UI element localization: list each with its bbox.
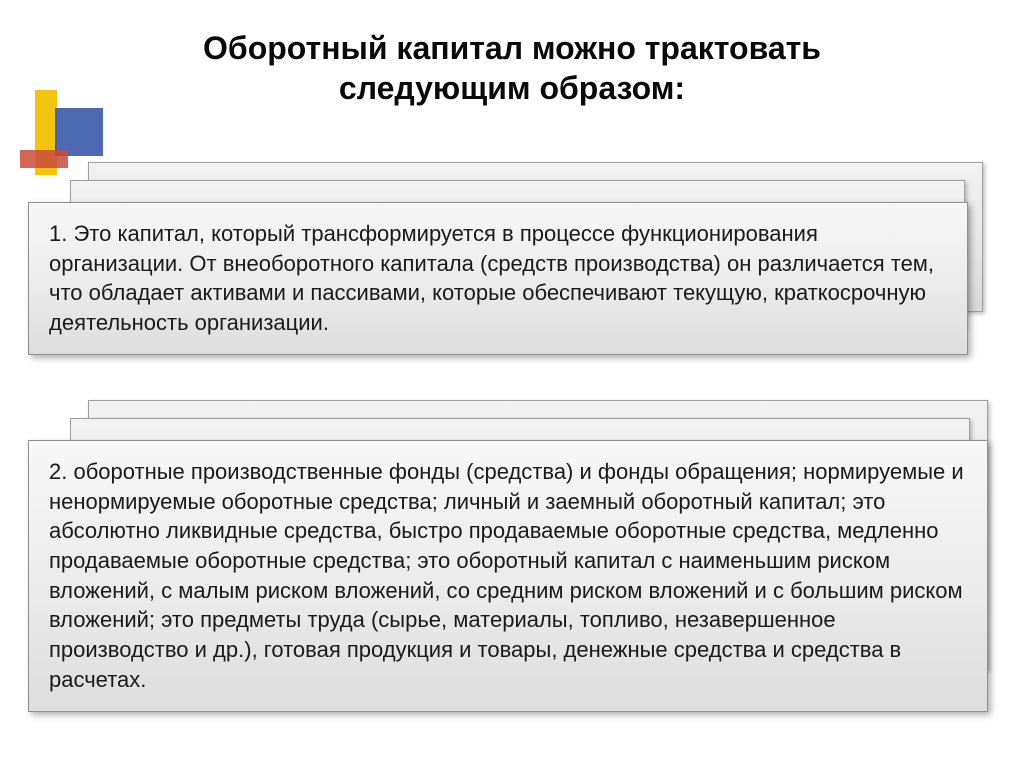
stack-front-panel: 2. оборотные производственные фонды (сре… (28, 440, 988, 712)
title-line-1: Оборотный капитал можно трактовать (90, 28, 934, 68)
title-line-2: следующим образом: (90, 68, 934, 108)
definition-block-2: 2. оборотные производственные фонды (сре… (28, 400, 1013, 740)
definition-2-text: 2. оборотные производственные фонды (сре… (49, 457, 967, 695)
definition-block-1: 1. Это капитал, который трансформируется… (28, 162, 1003, 372)
stack-front-panel: 1. Это капитал, который трансформируется… (28, 202, 968, 355)
slide-title: Оборотный капитал можно трактовать следу… (0, 28, 1024, 108)
definition-1-text: 1. Это капитал, который трансформируется… (49, 219, 947, 338)
deco-blue-square (55, 108, 103, 156)
